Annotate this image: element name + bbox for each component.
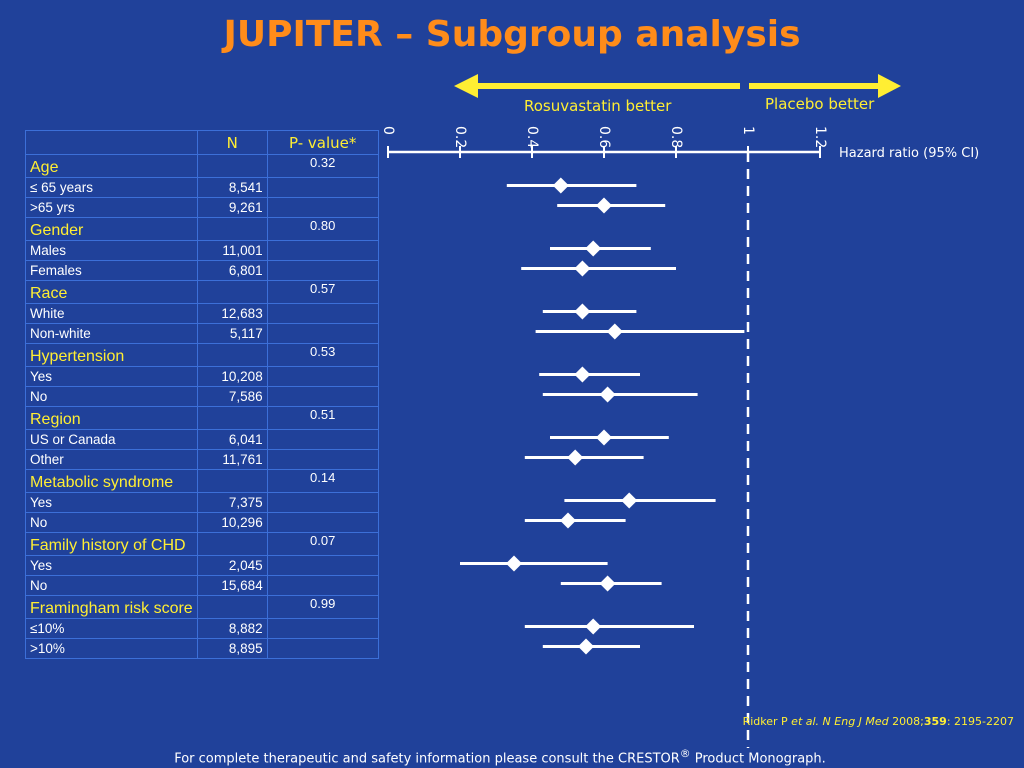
table-row: Males 11,001 xyxy=(25,240,379,261)
citation-etal: et al. xyxy=(791,715,820,728)
citation-year: 2008; xyxy=(888,715,924,728)
group-row: Gender 0.80 xyxy=(25,217,379,241)
subgroup-label: Yes xyxy=(25,555,198,576)
subgroup-label: Females xyxy=(25,260,198,281)
group-name: Family history of CHD xyxy=(25,532,198,556)
hazard-ratio-point xyxy=(574,303,591,320)
group-p-value: 0.80 xyxy=(266,217,379,241)
hazard-ratio-point xyxy=(585,618,602,635)
hazard-ratio-point xyxy=(596,197,612,214)
group-p-value: 0.53 xyxy=(266,343,379,367)
footer-registered-mark: ® xyxy=(679,747,691,760)
group-p-value: 0.32 xyxy=(266,154,379,178)
x-tick-label: 0.8 xyxy=(668,126,684,148)
hazard-ratio-point xyxy=(596,429,612,446)
hazard-ratio-point xyxy=(506,555,522,572)
group-row: Race 0.57 xyxy=(25,280,379,304)
group-row: Hypertension 0.53 xyxy=(25,343,379,367)
hazard-ratio-point xyxy=(599,575,616,592)
citation-journal: N Eng J Med xyxy=(819,715,889,728)
table-row: Females 6,801 xyxy=(25,260,379,281)
hazard-ratio-point xyxy=(621,492,638,509)
subgroup-n: 10,208 xyxy=(196,366,268,387)
table-row: Other 11,761 xyxy=(25,449,379,470)
group-p-value: 0.51 xyxy=(266,406,379,430)
hazard-ratio-point xyxy=(585,240,602,257)
hazard-ratio-point xyxy=(552,177,569,194)
group-p-value: 0.14 xyxy=(266,469,379,493)
table-row: Yes 2,045 xyxy=(25,555,379,576)
x-tick-label: 0 xyxy=(380,126,396,135)
x-tick-label: 0.2 xyxy=(452,126,468,148)
citation-volume: 359 xyxy=(923,715,947,728)
table-row: Yes 10,208 xyxy=(25,366,379,387)
subgroup-label: Other xyxy=(25,449,198,470)
subgroup-n: 10,296 xyxy=(196,512,268,533)
subgroup-label: US or Canada xyxy=(25,429,198,450)
subgroup-label: ≤10% xyxy=(25,618,198,639)
table-row: No 15,684 xyxy=(25,575,379,596)
subgroup-label: Yes xyxy=(25,366,198,387)
group-p-value: 0.99 xyxy=(266,595,379,619)
x-tick-label: 0.6 xyxy=(596,126,612,148)
group-name: Race xyxy=(25,280,198,304)
group-n-empty xyxy=(196,406,268,430)
subgroup-n: 9,261 xyxy=(196,197,268,218)
subgroup-n: 8,882 xyxy=(196,618,268,639)
group-name: Gender xyxy=(25,217,198,241)
arrow-right-head xyxy=(878,74,901,98)
subgroup-n: 15,684 xyxy=(196,575,268,596)
footer-text-end: Product Monograph. xyxy=(690,751,826,767)
hazard-ratio-point xyxy=(574,366,591,383)
subgroup-label: >10% xyxy=(25,638,198,659)
subgroup-n: 8,895 xyxy=(196,638,268,659)
hazard-ratio-point xyxy=(567,449,584,466)
subgroup-label: ≤ 65 years xyxy=(25,177,198,198)
hazard-ratio-point xyxy=(578,638,594,655)
subgroup-n: 7,375 xyxy=(196,492,268,513)
x-tick-label: 0.4 xyxy=(524,126,540,148)
hazard-ratio-point xyxy=(599,386,616,403)
subgroup-n: 11,001 xyxy=(196,240,268,261)
table-row: White 12,683 xyxy=(25,303,379,324)
footer-text: For complete therapeutic and safety info… xyxy=(174,751,680,767)
group-name: Hypertension xyxy=(25,343,198,367)
group-name: Age xyxy=(25,154,198,178)
subgroup-p-empty xyxy=(266,638,379,659)
hazard-ratio-point xyxy=(606,323,623,340)
placebo-better-label: Placebo better xyxy=(765,95,875,113)
table-row: Yes 7,375 xyxy=(25,492,379,513)
x-tick-label: 1 xyxy=(740,126,756,135)
subgroup-table: N P- value* Age 0.32 ≤ 65 years 8,541 >65 yr… xyxy=(25,130,379,659)
citation-authors: Ridker P xyxy=(742,715,792,728)
arrow-left-head xyxy=(454,74,478,98)
citation: Ridker P et al. N Eng J Med 2008;359: 21… xyxy=(743,715,1014,728)
subgroup-n: 8,541 xyxy=(196,177,268,198)
table-row: >10% 8,895 xyxy=(25,638,379,659)
table-row: No 7,586 xyxy=(25,386,379,407)
group-n-empty xyxy=(196,280,268,304)
citation-pages: : 2195-2207 xyxy=(946,715,1014,728)
table-row: ≤ 65 years 8,541 xyxy=(25,177,379,198)
hazard-ratio-point xyxy=(560,512,576,529)
rosuvastatin-better-label: Rosuvastatin better xyxy=(524,97,672,115)
group-row: Age 0.32 xyxy=(25,154,379,178)
table-row: ≤10% 8,882 xyxy=(25,618,379,639)
subgroup-label: Males xyxy=(25,240,198,261)
hazard-ratio-point xyxy=(574,260,591,277)
footer-disclaimer: For complete therapeutic and safety info… xyxy=(0,747,1000,766)
page-title: JUPITER – Subgroup analysis xyxy=(223,14,801,55)
x-tick-label: 1.2 xyxy=(812,126,828,148)
x-axis-title: Hazard ratio (95% CI) xyxy=(839,146,979,161)
